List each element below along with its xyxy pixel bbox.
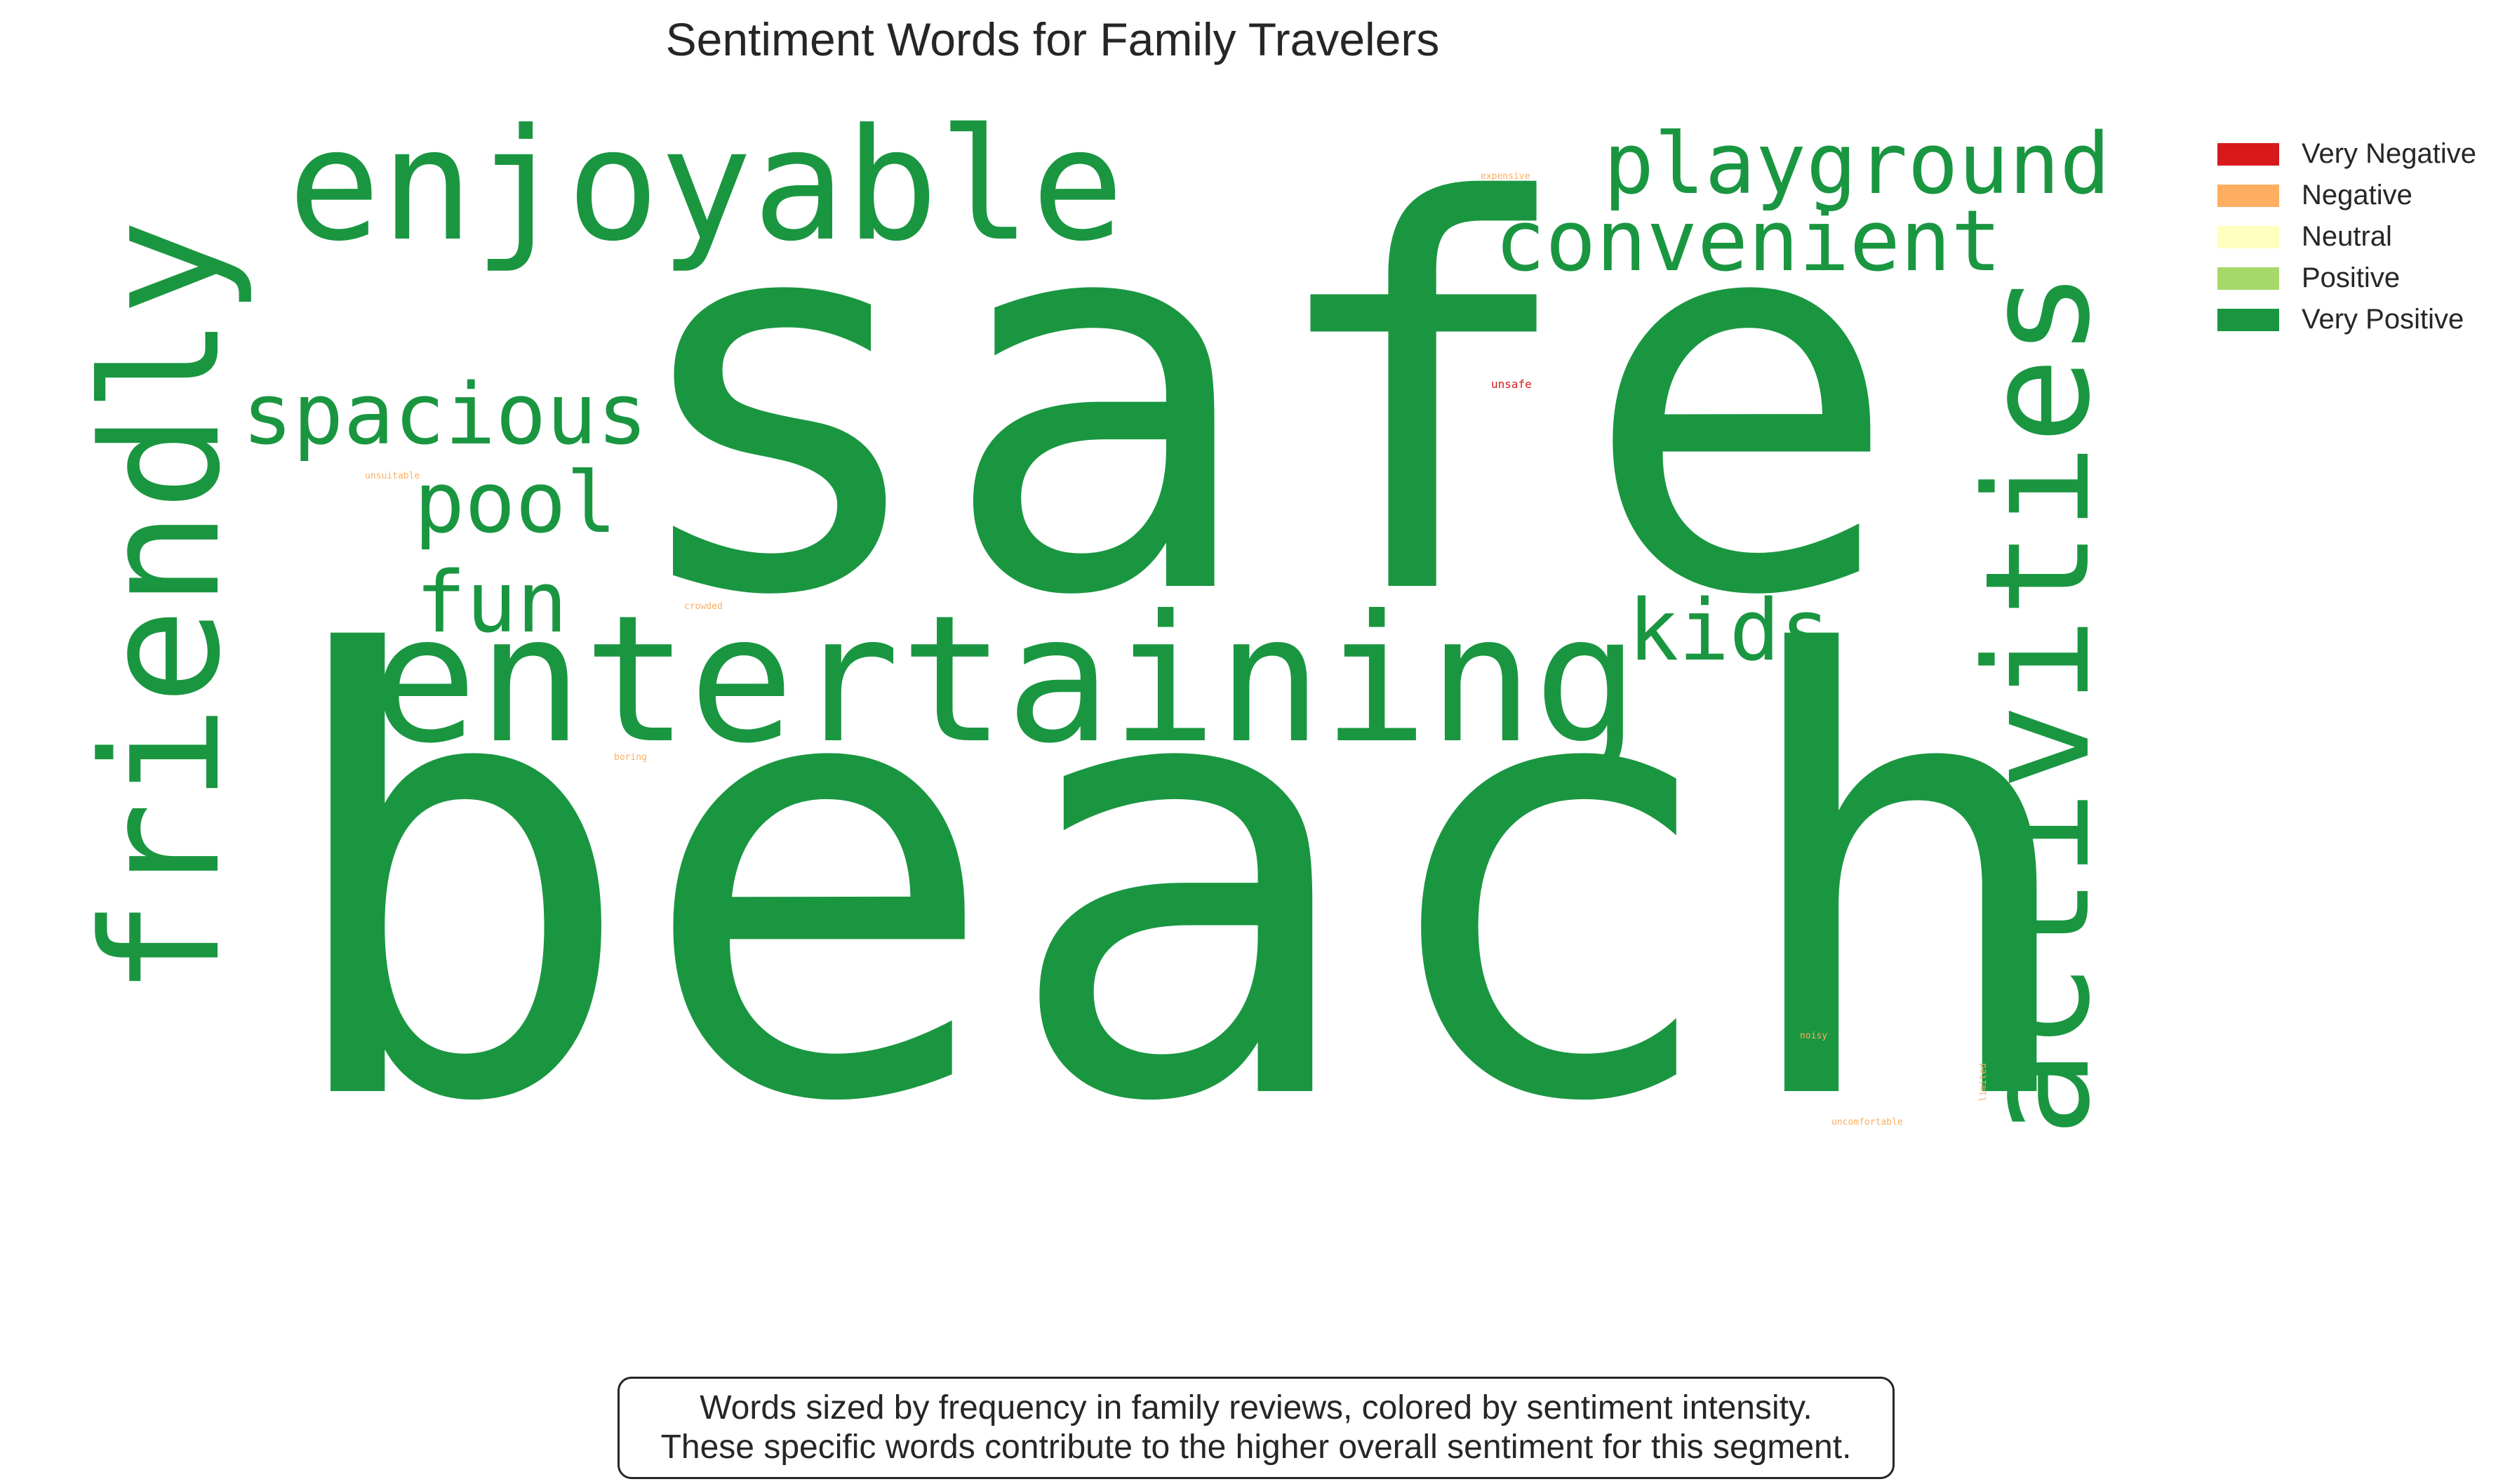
legend-label-negative: Negative: [2302, 180, 2412, 210]
word-limited: limited: [1978, 1063, 1989, 1102]
legend-item-negative: Negative: [2217, 175, 2476, 216]
word-crowded: crowded: [684, 601, 723, 612]
word-friendly: friendly: [69, 219, 256, 996]
legend-label-neutral: Neutral: [2302, 221, 2392, 252]
word-playground: playground: [1603, 116, 2110, 213]
legend-swatch-positive: [2217, 267, 2279, 290]
caption-box: Words sized by frequency in family revie…: [618, 1377, 1895, 1479]
word-activities: activities: [1955, 271, 2122, 1137]
word-kids: kids: [1628, 582, 1831, 680]
word-spacious: spacious: [242, 366, 648, 464]
word-unsafe: unsafe: [1491, 377, 1532, 391]
caption-line-2: These specific words contribute to the h…: [660, 1429, 1852, 1466]
word-entertaining: entertaining: [372, 577, 1639, 782]
word-safe: safe: [618, 92, 1902, 712]
legend-swatch-negative: [2217, 184, 2279, 207]
legend-item-neutral: Neutral: [2217, 216, 2476, 258]
legend-label-positive: Positive: [2302, 262, 2401, 293]
caption-line-1: Words sized by frequency in family revie…: [700, 1389, 1813, 1426]
word-unsuitable: unsuitable: [365, 471, 420, 481]
legend: Very Negative Negative Neutral Positive …: [2217, 133, 2476, 340]
word-uncomfortable: uncomfortable: [1831, 1117, 1903, 1128]
word-boring: boring: [614, 752, 647, 763]
word-beach: beach: [274, 531, 2090, 1234]
word-enjoyable: enjoyable: [288, 95, 1124, 275]
legend-item-very-negative: Very Negative: [2217, 133, 2476, 175]
word-noisy: noisy: [1800, 1031, 1827, 1041]
legend-label-very-positive: Very Positive: [2302, 304, 2464, 335]
legend-swatch-very-positive: [2217, 308, 2279, 331]
word-pool: pool: [414, 455, 617, 552]
legend-swatch-neutral: [2217, 225, 2279, 248]
legend-label-very-negative: Very Negative: [2302, 138, 2477, 169]
legend-item-positive: Positive: [2217, 258, 2476, 299]
legend-swatch-very-negative: [2217, 142, 2279, 166]
word-expensive: expensive: [1481, 171, 1530, 182]
legend-item-very-positive: Very Positive: [2217, 299, 2476, 340]
chart-title: Sentiment Words for Family Travelers: [665, 13, 1440, 65]
word-convenient: convenient: [1495, 193, 2001, 290]
word-fun: fun: [415, 554, 568, 652]
